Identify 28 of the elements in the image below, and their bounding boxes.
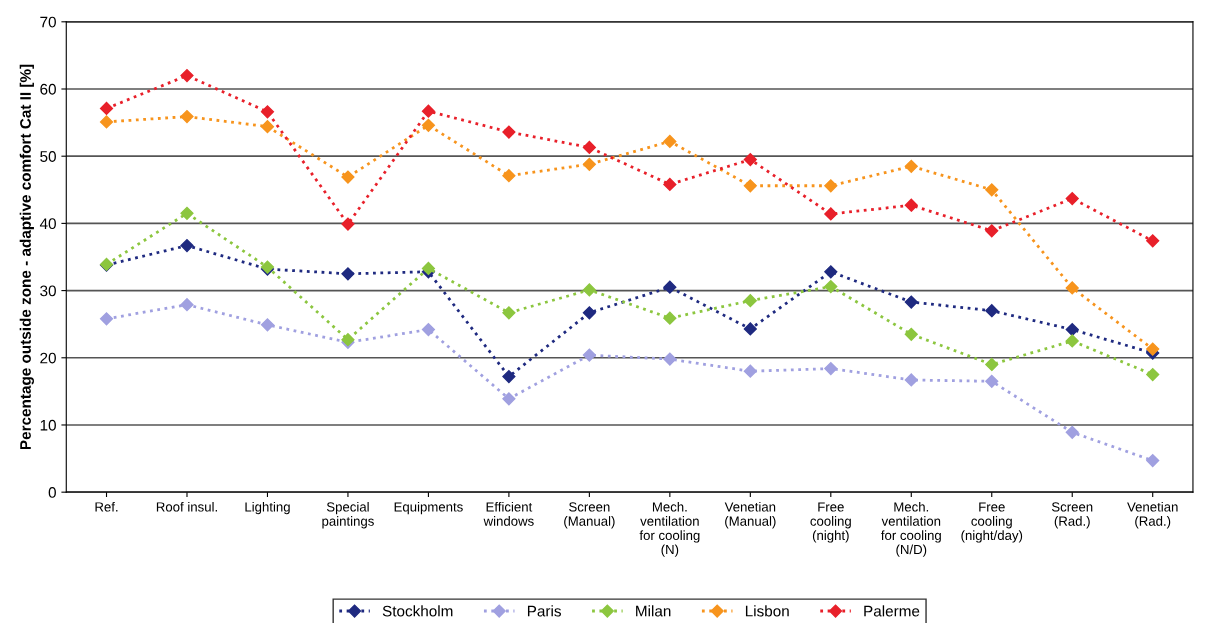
x-tick-label: Venetian (Manual) <box>724 501 776 529</box>
x-tick-label: Screen (Rad.) <box>1051 502 1093 529</box>
x-tick-label: Lighting <box>245 501 290 515</box>
x-tick-label: Special paintings <box>322 501 374 529</box>
x-tick-label: Mech. ventilation for cooling (N) <box>639 501 700 557</box>
y-tick-label: 20 <box>40 352 56 364</box>
y-tick-label: 0 <box>48 487 56 498</box>
legend-label: Palerme <box>864 605 920 617</box>
x-tick-label: Ref. <box>95 501 118 512</box>
y-tick-label: 60 <box>40 83 56 95</box>
x-tick-label: Equipments <box>394 501 463 515</box>
y-tick-label: 30 <box>40 285 56 297</box>
x-tick-label: Roof insul. <box>156 501 217 512</box>
x-tick-label: Mech. ventilation for cooling (N/D) <box>881 501 941 557</box>
y-tick-label: 50 <box>40 151 56 162</box>
y-tick-label: 10 <box>40 419 56 431</box>
x-tick-label: Venetian (Rad.) <box>1127 501 1178 529</box>
legend-label: Paris <box>527 605 561 617</box>
x-tick-label: Efficient windows <box>483 501 534 526</box>
legend-label: Milan <box>636 605 671 617</box>
y-tick-label: 40 <box>39 218 56 230</box>
y-axis-title: Percentage outside zone - adaptive comfort Cat II [%] <box>19 64 35 450</box>
y-tick-label: 70 <box>40 16 56 28</box>
legend-label: Stockholm <box>382 605 453 617</box>
legend-label: Lisbon <box>745 605 789 617</box>
x-tick-label: Free cooling (night/day) <box>961 502 1023 543</box>
x-tick-label: Free cooling (night) <box>810 502 851 543</box>
x-tick-label: Screen (Manual) <box>564 502 615 529</box>
